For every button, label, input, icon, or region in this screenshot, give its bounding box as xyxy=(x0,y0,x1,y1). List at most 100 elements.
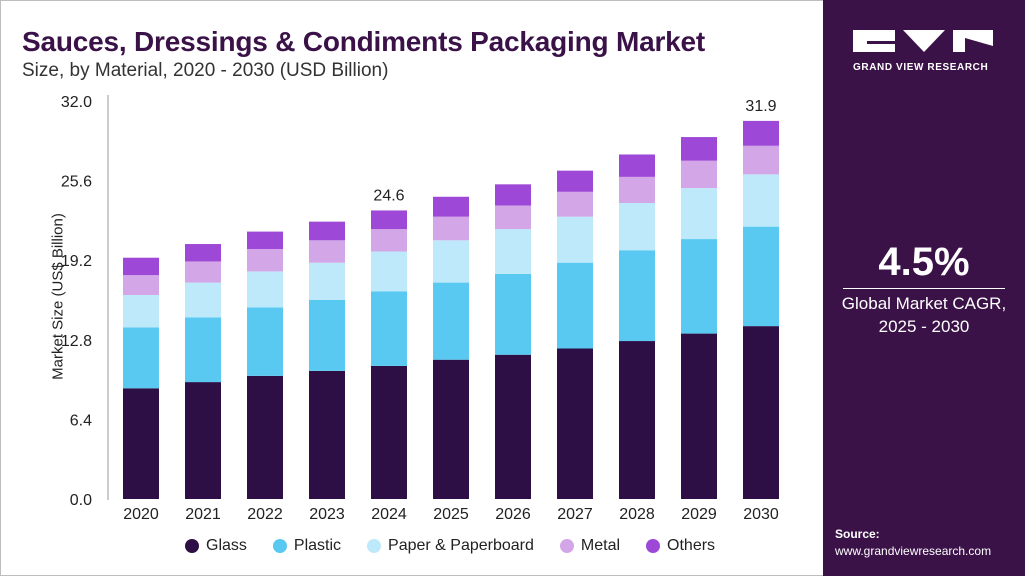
legend-swatch xyxy=(185,539,199,553)
bar-segment xyxy=(495,229,531,274)
bar-segment xyxy=(123,275,159,296)
data-label: 24.6 xyxy=(373,187,404,204)
bar-segment xyxy=(557,216,593,263)
bar-segment xyxy=(495,354,531,499)
chart-title: Sauces, Dressings & Condiments Packaging… xyxy=(22,26,706,57)
bar-segment xyxy=(557,191,593,217)
x-tick-label: 2024 xyxy=(371,506,407,523)
legend-item: Metal xyxy=(559,537,621,555)
x-tick-label: 2028 xyxy=(619,506,655,523)
legend-swatch xyxy=(367,539,382,553)
bar-segment xyxy=(619,176,655,203)
chart-subtitle: Size, by Material, 2020 - 2030 (USD Bill… xyxy=(22,60,389,81)
legend-label: Plastic xyxy=(293,537,342,554)
cagr-value: 4.5% xyxy=(878,240,970,284)
bar-segment xyxy=(495,184,531,206)
y-tick-label: 32.0 xyxy=(61,94,92,111)
bar-segment xyxy=(371,291,407,366)
bar-segment xyxy=(495,205,531,230)
bar-segment xyxy=(309,240,345,263)
source-url[interactable]: www.grandviewresearch.com xyxy=(835,544,992,558)
bar-segment xyxy=(681,333,717,499)
x-tick-label: 2025 xyxy=(433,506,469,523)
bar-segment xyxy=(619,154,655,177)
bar-segment xyxy=(309,262,345,300)
y-tick-label: 6.4 xyxy=(70,412,92,429)
x-tick-label: 2022 xyxy=(247,506,283,523)
x-tick-label: 2021 xyxy=(185,506,221,523)
x-tick-label: 2020 xyxy=(123,506,159,523)
legend-item: Glass xyxy=(185,537,247,555)
bar-segment xyxy=(619,341,655,499)
bar-segment xyxy=(185,317,221,383)
bar-segment xyxy=(681,137,717,161)
bar-segment xyxy=(309,221,345,241)
x-tick-label: 2029 xyxy=(681,506,717,523)
bar-chart: 0.0 6.4 12.8 19.2 25.6 32.0 2020 2021 2022 2023 2… xyxy=(61,94,779,523)
bar-segment xyxy=(123,257,159,276)
bar-segment xyxy=(557,262,593,349)
y-tick-label: 12.8 xyxy=(61,333,92,350)
annotations: 24.6 31.9 xyxy=(373,98,776,205)
bar-segment xyxy=(185,282,221,318)
legend-label: Metal xyxy=(580,537,621,554)
bar-segment xyxy=(619,202,655,251)
x-axis: 2020 2021 2022 2023 2024 2025 2026 2027 2028 2029… xyxy=(123,506,779,523)
y-tick-label: 19.2 xyxy=(61,253,92,270)
bar-segment xyxy=(309,300,345,371)
bar-segment xyxy=(123,388,159,499)
legend-label: Paper & Paperboard xyxy=(388,537,534,554)
bar-segment xyxy=(433,282,469,360)
bar-segment xyxy=(557,170,593,192)
data-label: 31.9 xyxy=(745,98,776,115)
bar-segment xyxy=(371,229,407,252)
brand-name: GRAND VIEW RESEARCH xyxy=(853,62,989,73)
legend-label: Glass xyxy=(206,537,247,554)
bar-segment xyxy=(619,250,655,342)
source: Source: www.grandviewresearch.com xyxy=(835,526,991,560)
bar-segment xyxy=(433,240,469,283)
bar-segment xyxy=(743,226,779,327)
brand-logo: GRAND VIEW RESEARCH xyxy=(853,30,993,73)
bar-segment xyxy=(433,216,469,241)
y-tick-label: 25.6 xyxy=(61,174,92,191)
cagr-label-line2: 2025 - 2030 xyxy=(878,317,970,336)
bar-segment xyxy=(123,295,159,328)
bar-segment xyxy=(371,210,407,230)
side-panel: GRAND VIEW RESEARCH 4.5% Global Market C… xyxy=(823,0,1025,576)
bar-segment xyxy=(495,273,531,355)
cagr-label: Global Market CAGR, 2025 - 2030 xyxy=(823,292,1025,338)
bars xyxy=(123,120,779,499)
bar-segment xyxy=(371,365,407,499)
bar-segment xyxy=(185,244,221,262)
cagr-divider xyxy=(843,288,1005,289)
bar-segment xyxy=(309,370,345,499)
bar-segment xyxy=(371,251,407,292)
bar-segment xyxy=(743,326,779,499)
x-tick-label: 2023 xyxy=(309,506,345,523)
bar-segment xyxy=(123,327,159,389)
gvr-logo-icon xyxy=(853,30,993,52)
bar-segment xyxy=(247,249,283,272)
bar-segment xyxy=(247,231,283,250)
legend-item: Plastic xyxy=(272,537,342,555)
bar-segment xyxy=(247,271,283,308)
bar-segment xyxy=(743,145,779,175)
y-tick-label: 0.0 xyxy=(70,492,92,509)
legend-swatch xyxy=(646,539,661,553)
legend-swatch xyxy=(272,539,287,553)
bar-segment xyxy=(681,239,717,334)
bar-segment xyxy=(185,382,221,499)
bar-segment xyxy=(185,261,221,283)
legend-item: Paper & Paperboard xyxy=(367,537,534,555)
legend-item: Others xyxy=(646,537,715,555)
bar-segment xyxy=(681,160,717,189)
legend-label: Others xyxy=(667,537,716,554)
bar-segment xyxy=(247,375,283,499)
cagr-label-line1: Global Market CAGR, xyxy=(841,294,1007,313)
x-tick-label: 2027 xyxy=(557,506,593,523)
legend: Glass Plastic Paper & Paperboard Metal Other… xyxy=(185,537,715,555)
bar-segment xyxy=(557,348,593,499)
source-label: Source: xyxy=(835,527,880,541)
y-axis: 0.0 6.4 12.8 19.2 25.6 32.0 xyxy=(61,94,109,509)
